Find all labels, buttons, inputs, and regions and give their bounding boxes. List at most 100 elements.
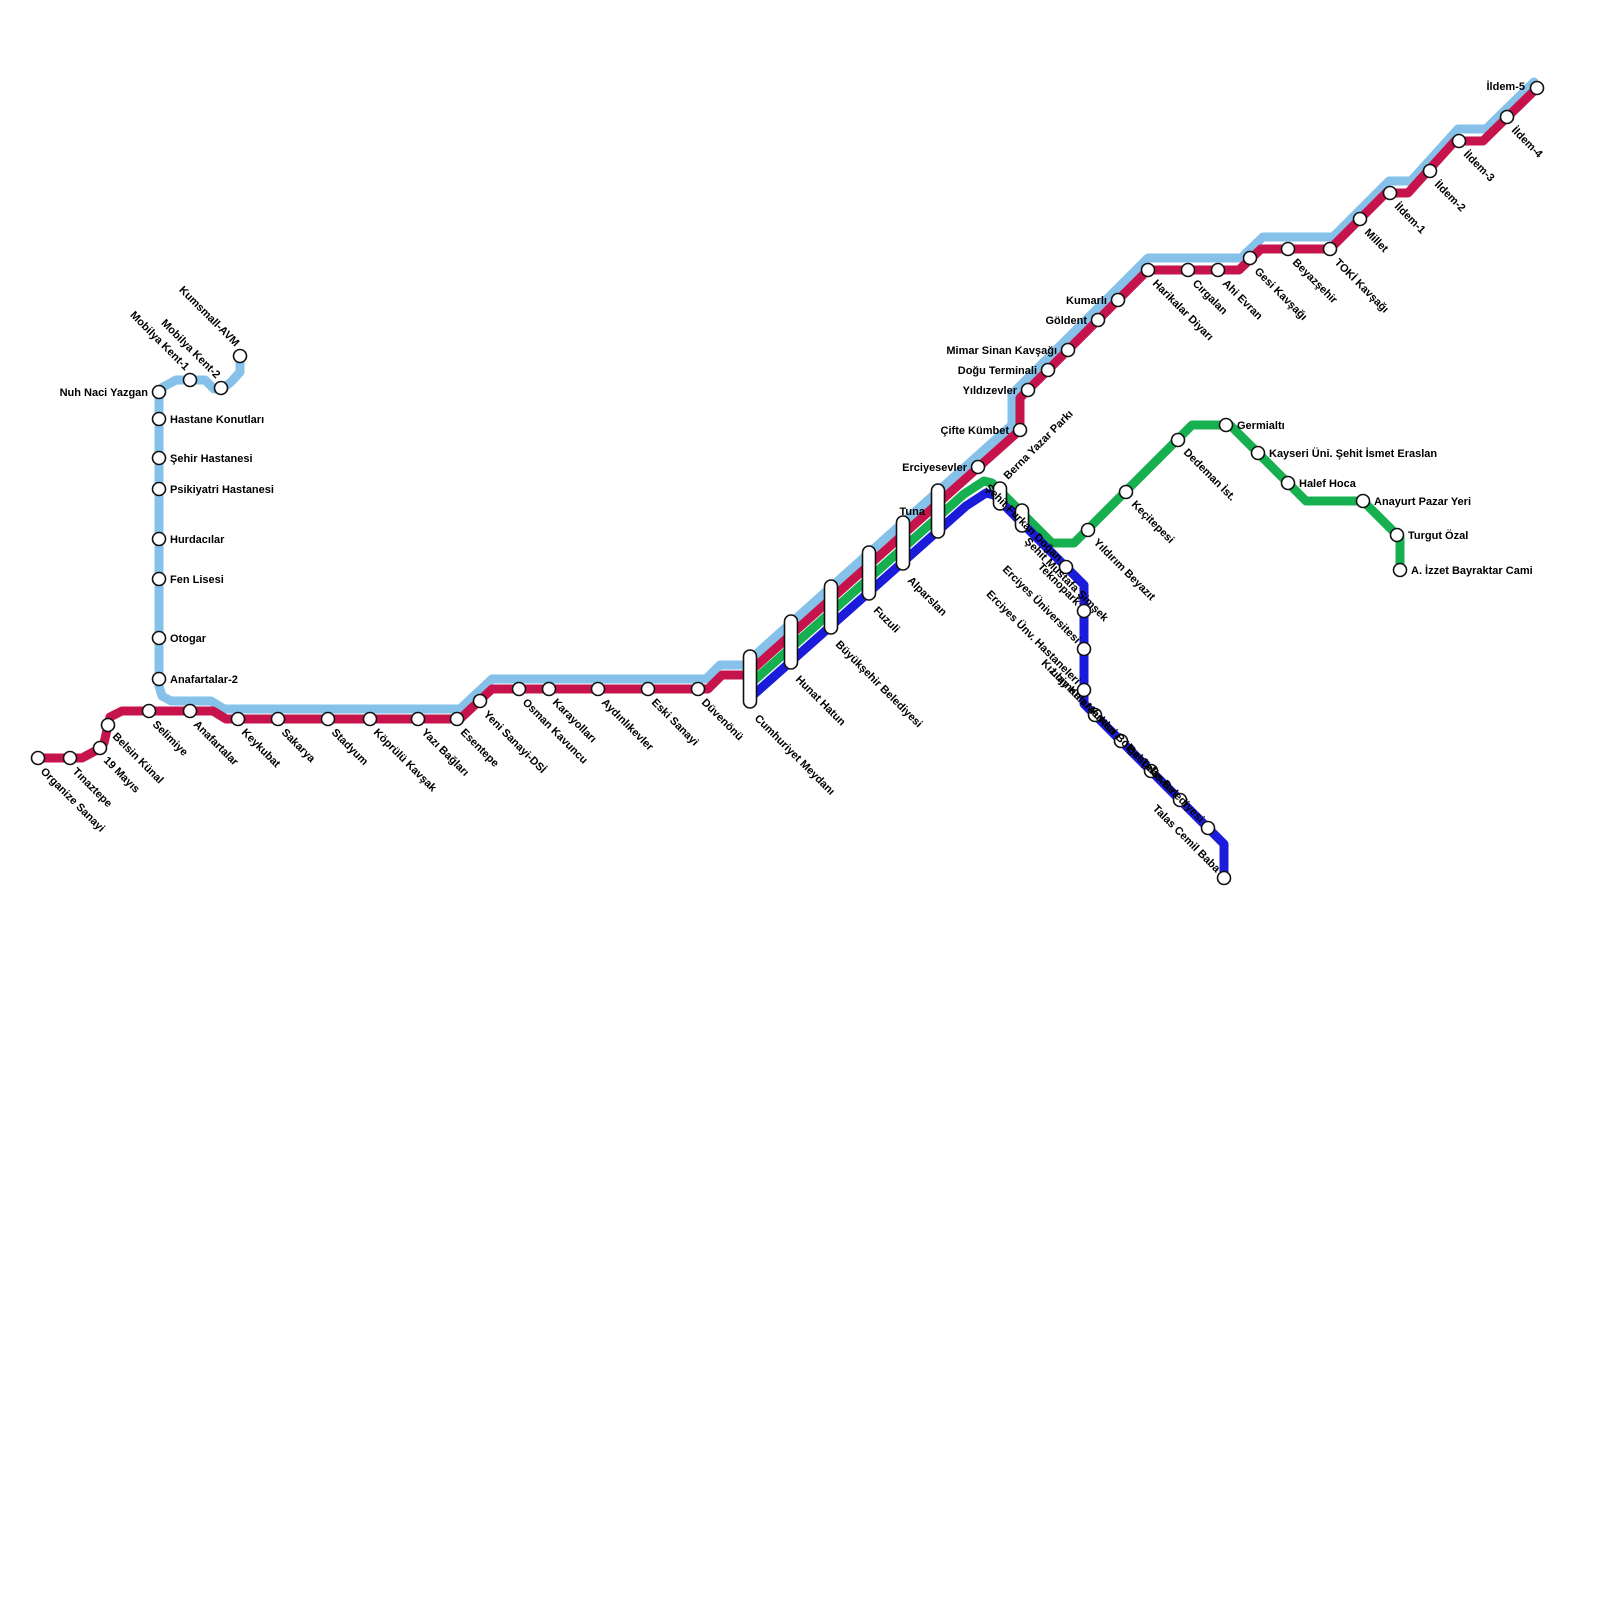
station-label-selimiye: Selimiye [150,719,190,759]
station-toki-kav-a [1322,241,1338,257]
station-label-psikiyatri-hastanesi: Psikiyatri Hastanesi [170,484,274,496]
station-fuzuli [861,545,877,601]
station-i-ldem-2 [1422,163,1438,179]
station-label-do-u-terminali: Doğu Terminali [958,365,1037,377]
station-label-b-y-k-ehir-belediyesi: Büyükşehir Belediyesi [833,639,924,730]
station-label-y-ld-r-m-beyaz-t: Yıldırım Beyazıt [1091,537,1158,604]
station-kumarl [1110,292,1126,308]
station-erciyes-niversitesi [1076,641,1092,657]
station-label-stadyum: Stadyum [329,727,370,768]
station-ehir-hastanesi [151,450,167,466]
station-label-turgut-zal: Turgut Özal [1408,529,1468,542]
station-label-talas-belediyesi: Talas Belediyesi [1138,757,1206,825]
station-fen-lisesi [151,571,167,587]
station-label-alparslan: Alparslan [905,575,949,619]
station-label-kayseri-ni-ehit-i-smet-eraslan: Kayseri Üni. Şehit İsmet Eraslan [1269,447,1437,460]
station-halef-hoca [1280,475,1296,491]
station-label-fuzuli: Fuzuli [871,605,902,636]
station-sakarya [270,711,286,727]
station-label-ahi-evran: Ahi Evran [1220,278,1265,323]
station-organize-sanayi [30,750,46,766]
station-i-ldem-3 [1451,133,1467,149]
line-green [744,420,1405,690]
station-gesi-kav-a [1242,250,1258,266]
station-label-hurdac-lar: Hurdacılar [170,534,225,546]
station-label-fen-lisesi: Fen Lisesi [170,574,224,586]
station-19-may-s [92,740,108,756]
station-label-tuna: Tuna [900,506,926,518]
station-mimar-sinan-kav-a [1060,342,1076,358]
station-label-ehit-furkan-do-an: Şehit Furkan Doğan [982,482,1064,564]
station-label-otogar: Otogar [170,633,207,645]
station-d-ven-n [690,681,706,697]
station-cumhuriyet-meydan [742,649,758,709]
station-label-kumarl: Kumarlı [1066,295,1107,307]
station-stadyum [320,711,336,727]
station-label-y-ld-zevler: Yıldızevler [963,385,1018,397]
station-label-i-ldem-5: İldem-5 [1486,80,1525,93]
line-light-blue [154,77,1539,714]
station-k-z-lay-kan-merkezi [1113,733,1129,749]
station-mobilya-kent-2 [213,380,229,396]
station-yurtlar-b-lgesi [1143,763,1159,779]
station-erciyesevler [970,459,986,475]
station-label-cumhuriyet-meydan: Cumhuriyet Meydanı [752,713,837,798]
station-do-u-terminali [1040,362,1056,378]
station-bah-elievler [1172,792,1188,808]
station-label-ehir-hastanesi: Şehir Hastanesi [170,453,253,465]
station-label-mimar-sinan-kav-a: Mimar Sinan Kavşağı [946,345,1057,357]
station-ehit-furkan-do-an [1058,559,1074,575]
station-erciyes-nv-hastaneleri [1076,682,1092,698]
station-label-eski-sanayi: Eski Sanayi [649,697,701,749]
station-label-anayurt-pazar-yeri: Anayurt Pazar Yeri [1374,496,1471,508]
station-ehit-mustafa-im-ek [1014,503,1030,533]
station-label-erciyesevler: Erciyesevler [902,462,968,474]
station-a-i-zzet-bayraktar-cami [1392,562,1408,578]
station-label-nuh-naci-yazgan: Nuh Naci Yazgan [60,387,149,399]
station-i-ldem-5 [1529,80,1545,96]
station-label-sakarya: Sakarya [279,727,318,766]
station-teknopark [1076,603,1092,619]
station-ayd-nl-kevler [590,681,606,697]
station-i-ldem-4 [1499,109,1515,125]
station-b-y-k-ehir-belediyesi [823,579,839,635]
station-label-a-i-zzet-bayraktar-cami: A. İzzet Bayraktar Cami [1411,564,1533,577]
station-label-ke-itepesi: Keçitepesi [1129,499,1176,546]
station-turgut-zal [1389,527,1405,543]
station-label-germialt: Germialtı [1237,420,1285,432]
station-harikalar-diyar [1140,262,1156,278]
station-tuna [930,483,946,539]
station-y-ld-zevler [1020,382,1036,398]
station-ahi-evran [1210,262,1226,278]
station-label-dedeman-i-st: Dedeman İst. [1181,446,1239,504]
station-label-halef-hoca: Halef Hoca [1299,478,1357,490]
station-dedeman-i-st [1170,432,1186,448]
station-yeni-sanayi-dsi [472,693,488,709]
station-osman-kavuncu [511,681,527,697]
station-t-naztepe [62,750,78,766]
station-nuh-naci-yazgan [151,384,167,400]
station-label-hastane-konutlar: Hastane Konutları [170,414,264,426]
station-eski-sanayi [640,681,656,697]
station-label-toki-kav-a: TOKİ Kavşağı [1332,256,1392,316]
station-label-g-ldent: Göldent [1045,315,1087,327]
station-beyaz-ehir [1280,241,1296,257]
station-anafartalar-2 [151,671,167,687]
station-label-i-ldem-3: İldem-3 [1461,148,1497,184]
station-label-hunat-hatun: Hunat Hatun [793,674,848,729]
station-c-rgalan [1180,262,1196,278]
station-label-millet: Millet [1362,227,1391,256]
station-ke-itepesi [1118,484,1134,500]
station-keykubat [230,711,246,727]
station-label-i-ldem-4: İldem-4 [1509,124,1546,161]
station-label-i-ldem-1: İldem-1 [1392,200,1428,236]
station-karayollar [541,681,557,697]
station-otogar [151,630,167,646]
station-lojmanlar [1087,707,1103,723]
line-blue [746,488,1229,881]
station-psikiyatri-hastanesi [151,481,167,497]
station-hastane-konutlar [151,411,167,427]
station-label-i-ldem-2: İldem-2 [1432,178,1468,214]
